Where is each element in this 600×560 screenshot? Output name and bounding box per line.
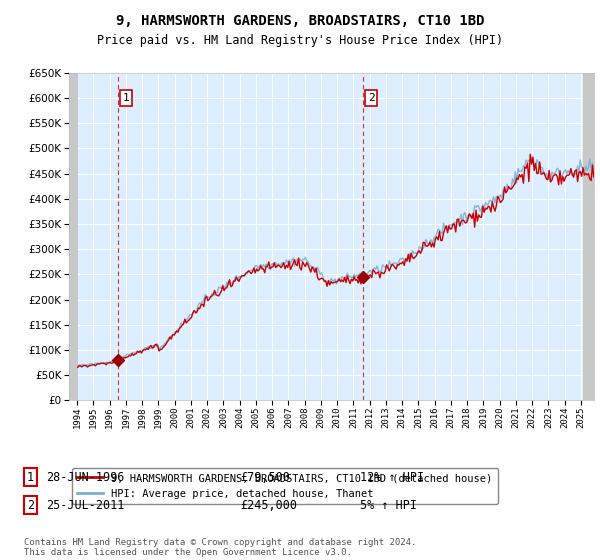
Text: 25-JUL-2011: 25-JUL-2011 (46, 498, 125, 512)
Bar (583, 73, 594, 400)
Text: 1: 1 (27, 470, 34, 484)
Text: Contains HM Land Registry data © Crown copyright and database right 2024.
This d: Contains HM Land Registry data © Crown c… (24, 538, 416, 557)
Bar (69, 73, 79, 400)
Legend: 9, HARMSWORTH GARDENS, BROADSTAIRS, CT10 1BD (detached house), HPI: Average pric: 9, HARMSWORTH GARDENS, BROADSTAIRS, CT10… (71, 468, 497, 504)
Text: 12% ↑ HPI: 12% ↑ HPI (360, 470, 424, 484)
Text: 5% ↑ HPI: 5% ↑ HPI (360, 498, 417, 512)
Text: 2: 2 (368, 93, 374, 103)
Text: 2: 2 (27, 498, 34, 512)
Text: 1: 1 (122, 93, 130, 103)
Text: £79,500: £79,500 (240, 470, 290, 484)
Text: Price paid vs. HM Land Registry's House Price Index (HPI): Price paid vs. HM Land Registry's House … (97, 34, 503, 46)
Text: 28-JUN-1996: 28-JUN-1996 (46, 470, 125, 484)
Text: £245,000: £245,000 (240, 498, 297, 512)
Text: 9, HARMSWORTH GARDENS, BROADSTAIRS, CT10 1BD: 9, HARMSWORTH GARDENS, BROADSTAIRS, CT10… (116, 14, 484, 28)
